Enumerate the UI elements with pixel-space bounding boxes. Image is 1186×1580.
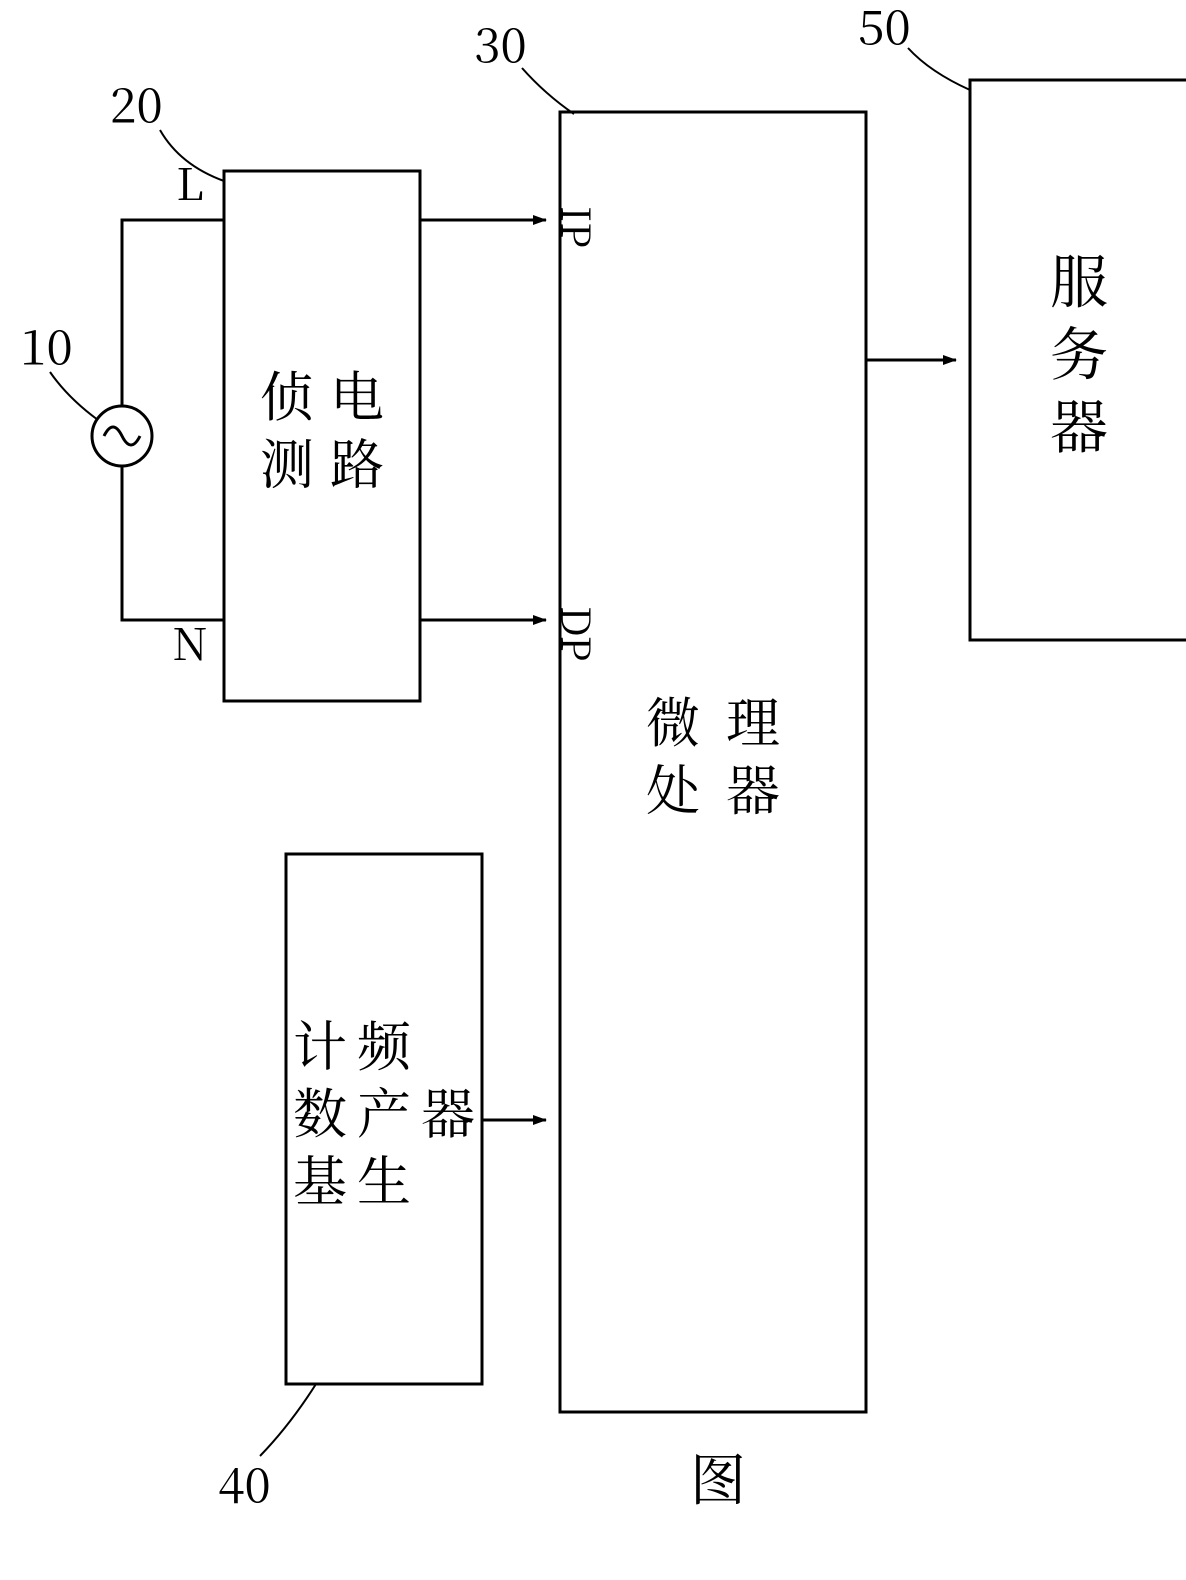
ref-leader [522, 68, 574, 114]
block-mcu [560, 112, 866, 1412]
block-label: 侦测 [249, 369, 326, 504]
ref-number: 40 [218, 1447, 271, 1516]
wire-N [122, 466, 224, 620]
ref-number: 50 [858, 0, 911, 58]
terminal-N: N [172, 609, 207, 673]
pin-label-dp: DP [550, 606, 607, 661]
ref-leader [908, 48, 970, 90]
block-label: 器 [410, 1085, 487, 1153]
block-label: 微处 [635, 695, 712, 830]
ref-leader [260, 1384, 316, 1456]
wire-L [122, 220, 224, 406]
block-label: 服务器 [1037, 251, 1121, 469]
block-label: 理器 [715, 695, 792, 830]
terminal-L: L [176, 149, 204, 213]
figure-caption: 图 1 [678, 1451, 758, 1580]
ref-number: 10 [20, 309, 73, 378]
ref-number: 20 [110, 67, 163, 136]
ref-leader [50, 372, 98, 420]
pin-label-ip: IP [550, 206, 607, 248]
block-label: 电路 [319, 369, 396, 504]
ref-number: 30 [474, 7, 527, 76]
